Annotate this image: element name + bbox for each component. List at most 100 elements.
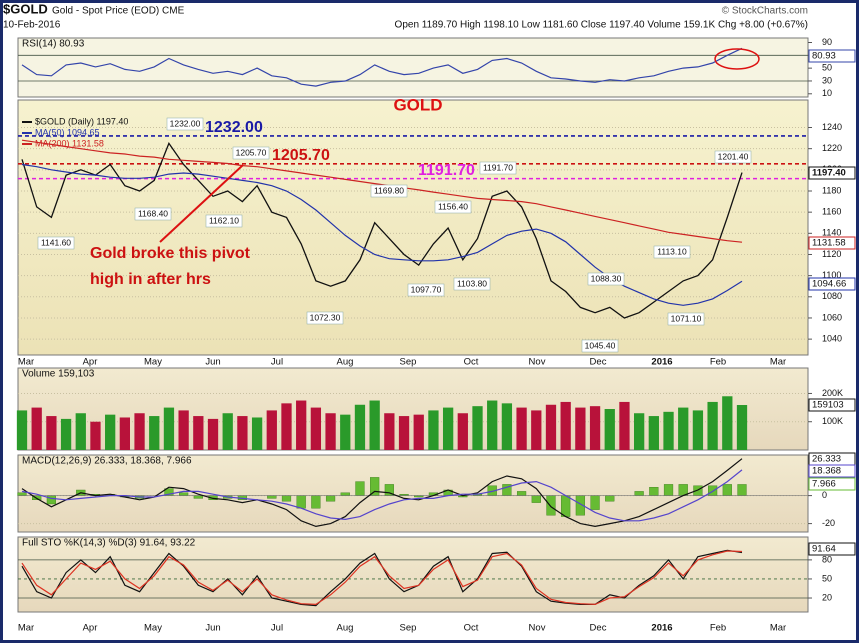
histogram-bar: [531, 495, 541, 503]
volume-bar: [193, 416, 204, 450]
volume-bar: [16, 410, 28, 450]
y-tick-label: -20: [822, 518, 835, 528]
price-label: 1162.10: [209, 215, 239, 225]
price-label-box: [306, 311, 344, 325]
histogram-bar: [546, 495, 556, 516]
volume-bar: [545, 404, 557, 450]
price-label-box: [205, 214, 243, 228]
volume-bar: [472, 406, 483, 450]
volume-bar: [634, 413, 645, 450]
y-tick-label: 0: [822, 490, 827, 500]
volume-bar: [207, 418, 219, 450]
y-tick-label: 1140: [822, 228, 841, 238]
volume-bar: [398, 416, 410, 450]
volume-bar: [75, 413, 86, 450]
histogram-bar: [193, 495, 203, 499]
price-label-box: [587, 272, 625, 286]
x-tick-label: Mar: [18, 357, 34, 368]
highlight-circle: [714, 48, 760, 70]
price-tag: [808, 542, 856, 556]
legend-entry: $GOLD (Daily) 1197.40: [35, 116, 128, 126]
price-tag: [808, 49, 856, 63]
volume-bar: [266, 410, 277, 450]
volume-bar: [648, 416, 659, 450]
price-label-box: [370, 184, 408, 198]
price-label: 1201.40: [718, 151, 749, 161]
y-tick-label: 50: [822, 573, 832, 583]
series-line: [21, 550, 743, 606]
x-tick-label: Aug: [337, 623, 354, 634]
price-label-box: [232, 146, 270, 160]
histogram-bar: [46, 495, 56, 505]
x-tick-label: Apr: [83, 357, 98, 368]
price-label: 1169.80: [374, 185, 404, 195]
price-tag-label: 1197.40: [812, 168, 846, 179]
volume-bar: [60, 418, 72, 450]
panel-title: MACD(12,26,9) 26.333, 18.368, 7.966: [22, 456, 192, 467]
volume-bar: [501, 403, 513, 450]
comment-arrow: [159, 164, 244, 243]
volume-bar: [281, 403, 292, 450]
x-tick-label: Jul: [271, 357, 283, 368]
y-tick-label: 1220: [822, 143, 842, 153]
quote: Open 1189.70 High 1198.10 Low 1181.60 Cl…: [395, 20, 808, 31]
level-label: 1191.70: [418, 162, 475, 179]
histogram-bar: [649, 487, 659, 496]
volume-bar: [516, 407, 527, 450]
price-label-box: [434, 200, 472, 214]
volume-bar: [369, 400, 380, 450]
price-label: 1141.60: [41, 237, 71, 247]
histogram-bar: [516, 491, 527, 496]
price-tag: [808, 277, 856, 291]
volume-bar: [707, 401, 718, 450]
x-tick-label: Oct: [464, 357, 479, 368]
volume-bar: [663, 411, 674, 450]
series-line: [21, 458, 743, 528]
price-tag-label: 1094.66: [812, 279, 846, 290]
volume-bar: [163, 407, 175, 450]
price-label: 1071.10: [671, 313, 702, 323]
price-tag: [808, 477, 856, 491]
x-tick-label: Sep: [400, 357, 417, 368]
comment-line: high in after hrs: [90, 271, 211, 288]
price-label: 1156.40: [438, 201, 468, 211]
price-label-box: [714, 150, 752, 164]
histogram-bar: [737, 484, 747, 496]
price-label-box: [37, 236, 75, 250]
x-tick-label: Dec: [590, 623, 607, 634]
volume-bar: [736, 405, 748, 450]
legend-entry: MA(200) 1131.58: [35, 138, 104, 148]
x-tick-label: Feb: [710, 357, 726, 368]
volume-bar: [296, 400, 307, 450]
y-tick-label: 1080: [822, 291, 842, 301]
volume-bar: [487, 400, 498, 450]
price-tag: [808, 464, 856, 478]
panel-background: [17, 454, 809, 533]
volume-bar: [237, 416, 248, 450]
volume-bar: [575, 407, 586, 450]
y-tick-label: 20: [822, 592, 832, 602]
panel-title: RSI(14) 80.93: [22, 39, 85, 50]
price-label: 1113.10: [657, 246, 687, 256]
x-tick-label: Mar: [770, 357, 786, 368]
price-label-box: [667, 312, 705, 326]
x-tick-label: Nov: [529, 357, 546, 368]
histogram-bar: [296, 495, 306, 509]
x-tick-label: Sep: [400, 623, 417, 634]
price-label-box: [407, 283, 445, 297]
volume-bar: [428, 410, 439, 450]
price-label: 1097.70: [411, 284, 442, 294]
price-tag: [808, 166, 856, 180]
x-tick-label: Mar: [18, 623, 34, 634]
price-label: 1205.70: [236, 147, 267, 157]
price-label-box: [134, 207, 172, 221]
volume-bar: [457, 413, 468, 450]
y-tick-label: 1120: [822, 249, 841, 259]
y-tick-label: 1160: [822, 207, 841, 217]
x-tick-label: Oct: [464, 623, 479, 634]
volume-bar: [678, 407, 689, 450]
histogram-bar: [370, 477, 380, 496]
x-tick-label: 2016: [651, 357, 672, 368]
